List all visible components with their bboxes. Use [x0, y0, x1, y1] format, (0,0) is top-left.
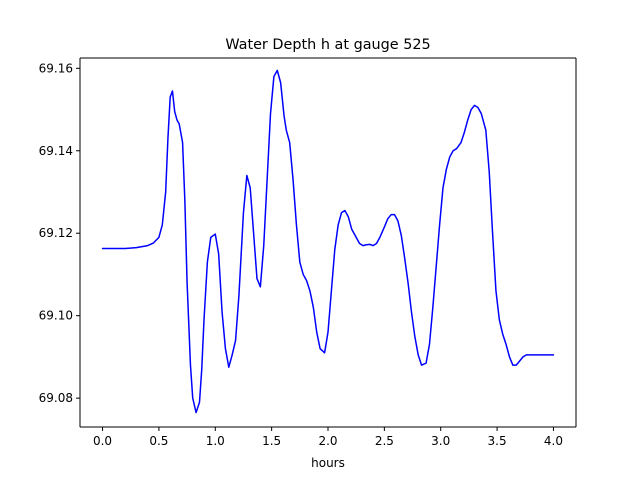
x-tick-label: 3.5	[488, 434, 507, 448]
y-tick-label: 69.08	[39, 391, 73, 405]
y-tick-label: 69.16	[39, 61, 73, 75]
y-tick-label: 69.14	[39, 144, 73, 158]
series-line-0	[101, 69, 555, 414]
plot-area: 0.0 0.5 1.0 1.5 2.0 2.5 3.0 3.5 4.0 69.08 69.10 69.…	[39, 57, 577, 448]
y-tick-label: 69.12	[39, 226, 73, 240]
x-tick-label: 2.0	[318, 434, 337, 448]
x-tick-label: 0.0	[93, 434, 112, 448]
y-tick-label: 69.10	[39, 309, 73, 323]
x-tick-label: 2.5	[375, 434, 394, 448]
chart-title: Water Depth h at gauge 525	[225, 37, 430, 53]
x-tick-label: 4.0	[544, 434, 563, 448]
x-tick-label: 3.0	[431, 434, 450, 448]
x-axis-label: hours	[311, 456, 345, 470]
x-tick-label: 0.5	[149, 434, 168, 448]
x-tick-label: 1.5	[262, 434, 281, 448]
x-tick-label: 1.0	[206, 434, 225, 448]
